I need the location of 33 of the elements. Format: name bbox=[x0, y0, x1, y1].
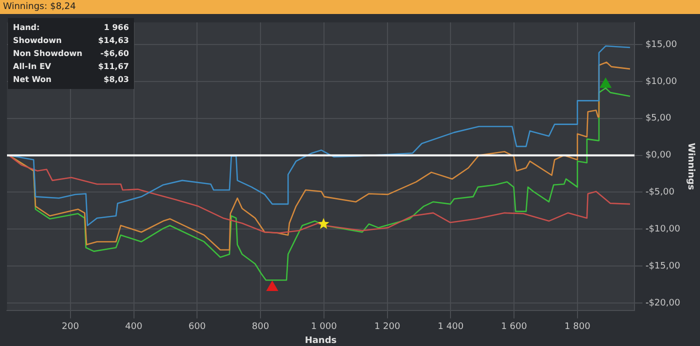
y-tick-label: $10,00 bbox=[645, 76, 678, 87]
x-tick-label: 1 600 bbox=[501, 322, 528, 332]
annotation: Net Won bbox=[13, 74, 52, 86]
y-tick-label: $15,00 bbox=[645, 40, 678, 50]
annotation: 1 966 bbox=[104, 22, 129, 34]
chart-title: Winnings: $8,24 bbox=[0, 0, 700, 14]
x-tick-label: 1 000 bbox=[311, 322, 338, 332]
y-axis-title: Winnings bbox=[685, 142, 696, 190]
annotation: Hand: bbox=[13, 22, 40, 34]
y-tick-label: -$10,00 bbox=[645, 224, 680, 235]
annotation: $11,67 bbox=[98, 61, 129, 73]
x-axis-title: Hands bbox=[304, 336, 337, 346]
annotation: $8,03 bbox=[104, 74, 129, 86]
annotation: All-In EV bbox=[13, 61, 52, 73]
y-tick-label: $5,00 bbox=[645, 114, 672, 124]
y-tick-label: -$20,00 bbox=[645, 298, 680, 308]
x-tick-label: 1 800 bbox=[564, 322, 591, 332]
x-tick-label: 800 bbox=[252, 322, 270, 332]
annotation: Non Showdown bbox=[13, 48, 82, 60]
point bbox=[600, 78, 611, 88]
x-tick-label: 200 bbox=[62, 322, 80, 332]
y-tick-label: -$5,00 bbox=[645, 188, 675, 198]
point bbox=[266, 282, 278, 292]
x-tick-label: 1 400 bbox=[438, 322, 464, 332]
annotation: Showdown bbox=[13, 35, 62, 47]
annotation: $14,63 bbox=[98, 35, 129, 47]
y-tick-label: -$15,00 bbox=[645, 261, 680, 272]
x-tick-label: 1 200 bbox=[374, 322, 400, 332]
x-tick-label: 400 bbox=[125, 322, 143, 332]
x-tick-label: 600 bbox=[188, 322, 206, 332]
annotation: -$6,60 bbox=[100, 48, 129, 60]
y-tick-label: $0,00 bbox=[645, 150, 672, 161]
point bbox=[318, 218, 330, 229]
